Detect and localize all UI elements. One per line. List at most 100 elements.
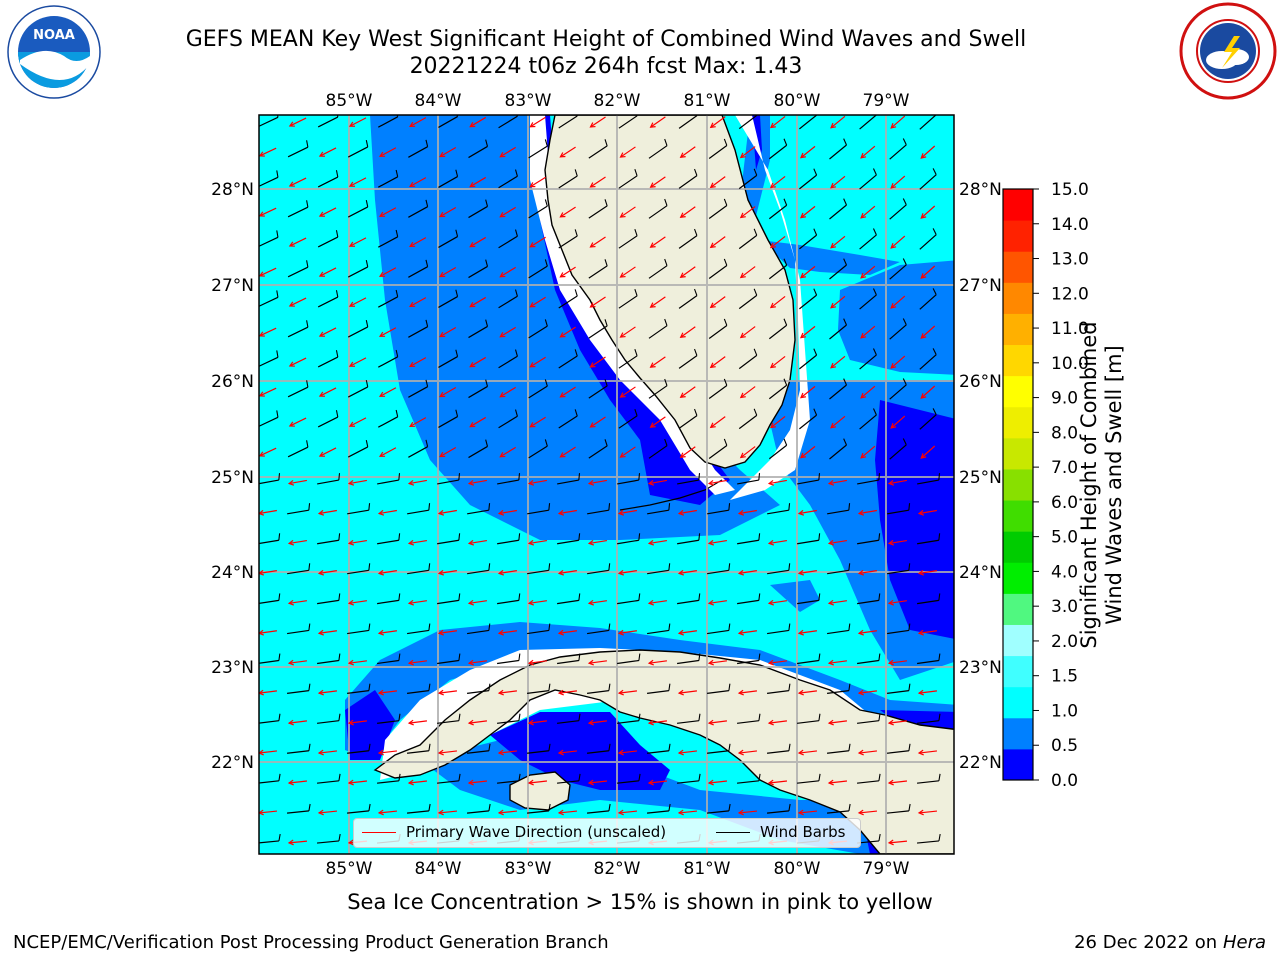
- wave-arrow-head: [827, 779, 834, 786]
- wave-direction-arrow: [409, 660, 427, 664]
- wind-barb: [527, 750, 549, 754]
- wave-direction-arrow: [650, 116, 666, 128]
- wind-barb-feather: [902, 258, 907, 266]
- wave-arrow-head: [707, 779, 714, 786]
- wave-arrow-head: [407, 539, 415, 546]
- wind-barb: [646, 810, 670, 814]
- wave-direction-arrow: [349, 417, 367, 427]
- wave-arrow-head: [497, 629, 504, 636]
- wave-direction-arrow: [559, 509, 577, 515]
- wind-barb: [526, 810, 550, 814]
- wave-direction-arrow: [590, 116, 606, 128]
- wave-direction-arrow: [920, 145, 936, 159]
- wave-arrow-head: [890, 363, 897, 369]
- wind-barb: [886, 810, 910, 814]
- colorbar-tick-label: 13.0: [1051, 250, 1089, 270]
- wind-barb: [287, 750, 309, 754]
- wave-direction-arrow: [379, 630, 397, 634]
- wind-barb: [407, 569, 429, 575]
- wind-barb: [438, 176, 458, 188]
- wave-direction-arrow: [560, 206, 576, 218]
- wind-barb: [618, 355, 638, 369]
- wind-barb: [438, 356, 458, 368]
- colorbar-swatch: [1003, 562, 1033, 594]
- colorbar-tick-label: 0.5: [1051, 736, 1078, 756]
- wind-barb: [917, 659, 939, 665]
- wind-barb: [527, 509, 549, 515]
- wave-arrow-head: [527, 539, 535, 546]
- wind-barb: [468, 385, 488, 399]
- wave-arrow-head: [797, 809, 804, 816]
- lon-label: 82°W: [594, 91, 641, 111]
- wave-direction-arrow: [590, 296, 606, 308]
- wind-barb: [889, 324, 907, 340]
- wind-barb-feather: [338, 473, 341, 481]
- wave-arrow-head: [467, 779, 474, 786]
- wave-direction-arrow: [318, 750, 338, 754]
- wind-barb-feather: [518, 773, 521, 781]
- wave-arrow-head: [377, 629, 384, 636]
- wave-direction-arrow: [618, 690, 638, 694]
- wave-arrow-head: [589, 122, 596, 128]
- wave-direction-arrow: [348, 780, 368, 784]
- wind-barb-feather: [544, 199, 548, 207]
- wave-arrow-head: [800, 152, 807, 159]
- wind-barb: [648, 325, 668, 339]
- wave-arrow-head: [589, 182, 596, 188]
- wave-direction-arrow: [888, 780, 908, 784]
- wind-barb: [618, 295, 638, 309]
- wave-arrow-head: [347, 779, 354, 786]
- wave-arrow-head: [559, 452, 566, 458]
- wind-barb-feather: [335, 410, 339, 418]
- wave-arrow-head: [769, 182, 776, 189]
- wind-barb: [498, 235, 518, 249]
- wind-barb: [708, 204, 728, 220]
- wind-barb: [677, 659, 699, 665]
- wave-direction-arrow: [319, 447, 337, 457]
- wind-barb: [436, 780, 460, 784]
- wind-barb: [827, 509, 849, 515]
- wind-barb-feather: [398, 473, 401, 481]
- wave-direction-arrow: [528, 780, 548, 784]
- wave-arrow-head: [709, 242, 716, 249]
- colorbar-tick-label: 14.0: [1051, 215, 1089, 235]
- wave-arrow-head: [317, 809, 324, 816]
- footer-date: 26 Dec 2022 on Hera: [1074, 932, 1266, 953]
- lat-labels-left: 28°N 27°N 26°N 25°N 24°N 23°N 22°N: [211, 180, 254, 773]
- wind-barb: [768, 204, 788, 220]
- wave-arrow-head: [557, 629, 564, 636]
- wave-direction-arrow: [860, 385, 876, 399]
- wave-arrow-head: [348, 421, 356, 427]
- wind-barb: [407, 509, 429, 515]
- wind-barb-feather: [638, 593, 641, 601]
- wave-arrow-head: [647, 659, 654, 666]
- wind-barb: [588, 445, 608, 459]
- wind-barb-feather: [908, 623, 911, 631]
- wind-barb-feather: [608, 563, 611, 571]
- wave-arrow-head: [827, 479, 835, 486]
- wind-barb: [498, 115, 518, 129]
- wave-arrow-head: [529, 362, 536, 368]
- wave-height-band-straits-patch: [770, 580, 820, 612]
- wind-barb: [588, 325, 608, 339]
- wave-direction-arrow: [498, 690, 518, 694]
- colorbar-tick-label: 11.0: [1051, 319, 1089, 339]
- wave-arrow-head: [677, 629, 684, 636]
- wind-barb: [587, 629, 609, 635]
- wave-direction-arrow: [860, 445, 876, 459]
- wind-barb-feather: [428, 803, 431, 811]
- wave-arrow-head: [890, 423, 897, 429]
- wind-barb-feather: [908, 683, 911, 691]
- wave-direction-arrow: [530, 296, 546, 308]
- wave-arrow-head: [527, 599, 534, 606]
- lon-label: 81°W: [684, 91, 731, 111]
- wind-barb-feather: [758, 773, 761, 781]
- wind-barb-feather: [425, 319, 429, 327]
- colorbar-tick-label: 12.0: [1051, 284, 1089, 304]
- wind-barb-feather: [723, 438, 728, 446]
- wave-direction-arrow: [800, 325, 816, 339]
- wave-arrow-head: [587, 779, 594, 786]
- wave-arrow-head: [707, 539, 715, 546]
- wind-barb: [916, 840, 940, 844]
- wind-barb-feather: [544, 319, 548, 327]
